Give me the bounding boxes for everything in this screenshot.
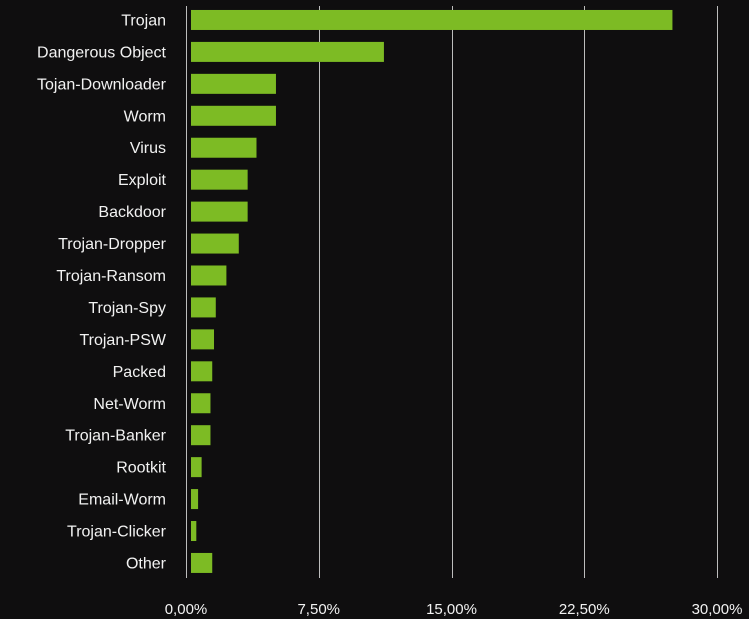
category-label: Trojan-Banker [65, 428, 166, 445]
category-label: Trojan-Dropper [58, 236, 167, 253]
x-tick-label: 0,00% [165, 601, 208, 618]
bar-trojan-dropper [191, 233, 239, 254]
bar-packed [191, 361, 213, 382]
category-label: Dangerous Object [37, 44, 167, 61]
bar-exploit [191, 169, 248, 190]
category-label: Worm [124, 108, 166, 125]
category-label: Trojan-Clicker [67, 524, 167, 541]
bar-virus [191, 137, 257, 158]
category-label: Tojan-Downloader [37, 76, 167, 93]
bar-worm [191, 105, 276, 126]
category-label: Exploit [118, 172, 167, 189]
bar-other [191, 552, 213, 573]
category-label: Backdoor [98, 204, 166, 221]
bar-net-worm [191, 393, 211, 414]
bar-trojan-spy [191, 297, 216, 318]
category-label: Trojan [121, 12, 166, 29]
bar-trojan-banker [191, 425, 211, 446]
x-tick-label: 15,00% [426, 601, 477, 618]
x-tick-label: 22,50% [559, 601, 610, 618]
bar-tojan-downloader [191, 73, 276, 94]
x-tick-label: 7,50% [297, 601, 340, 618]
category-label: Rootkit [116, 460, 166, 477]
bar-trojan-clicker [191, 521, 197, 542]
bar-trojan-ransom [191, 265, 227, 286]
x-axis-tick-labels: 0,00% 7,50% 15,00% 22,50% 30,00% [165, 601, 743, 618]
grid-layer [186, 6, 718, 578]
bar-trojan-psw [191, 329, 215, 350]
bar-email-worm [191, 489, 199, 510]
bar-trojan [191, 9, 673, 30]
category-label: Virus [130, 140, 166, 157]
bar-rootkit [191, 457, 202, 478]
category-label: Trojan-Spy [88, 300, 166, 317]
bar-backdoor [191, 201, 248, 222]
category-label: Net-Worm [93, 396, 166, 413]
category-label: Other [126, 555, 167, 572]
bar-dangerous-object [191, 41, 384, 62]
category-label: Packed [113, 364, 166, 381]
category-labels: Trojan Dangerous Object Tojan-Downloader Wo… [37, 12, 167, 572]
x-tick-label: 30,00% [692, 601, 743, 618]
bars-layer [191, 9, 673, 573]
category-label: Trojan-Ransom [56, 268, 166, 285]
category-label: Email-Worm [78, 492, 166, 509]
category-label: Trojan-PSW [79, 332, 166, 349]
